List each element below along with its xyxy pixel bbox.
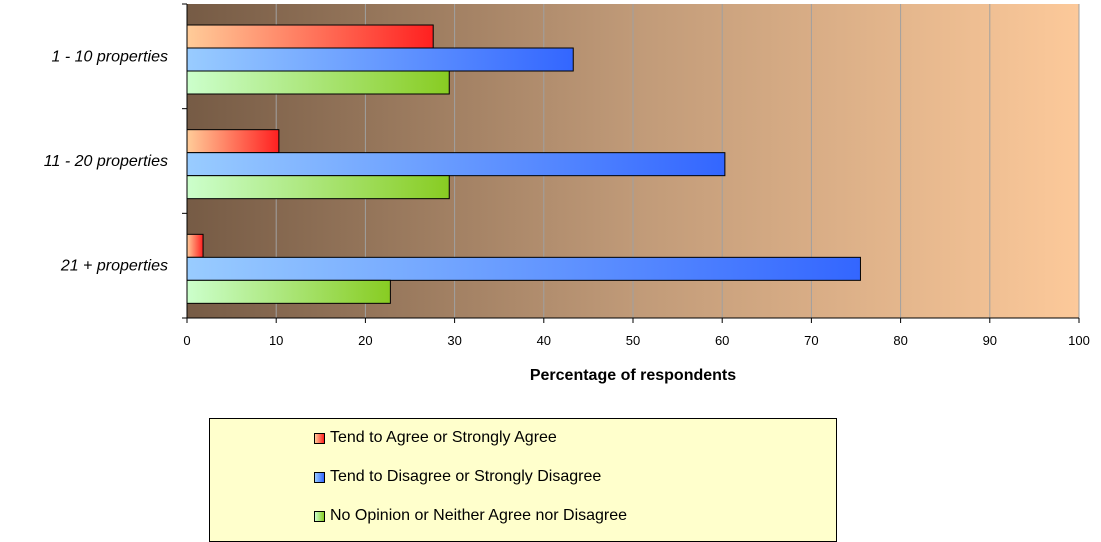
legend-label-disagree: Tend to Disagree or Strongly Disagree bbox=[330, 468, 602, 485]
x-tick-label-100: 100 bbox=[1068, 333, 1090, 348]
bar-agree-2 bbox=[186, 129, 280, 154]
legend-item-no-opinion: No Opinion or Neither Agree nor Disagree bbox=[314, 507, 627, 525]
category-label-3: 21 + properties bbox=[60, 258, 168, 275]
x-tick-label-50: 50 bbox=[626, 333, 640, 348]
bars bbox=[186, 24, 861, 304]
x-axis-title: Percentage of respondents bbox=[530, 367, 736, 384]
bar-no-opinion-3 bbox=[186, 279, 391, 304]
chart: 1 - 10 properties 11 - 20 properties 21 + … bbox=[44, 3, 1090, 384]
legend-item-disagree: Tend to Disagree or Strongly Disagree bbox=[314, 468, 601, 486]
legend-swatch-disagree bbox=[314, 471, 325, 483]
x-tick-label-30: 30 bbox=[447, 333, 461, 348]
bar-agree-1 bbox=[186, 24, 434, 49]
legend-label-no-opinion: No Opinion or Neither Agree nor Disagree bbox=[330, 507, 628, 524]
bar-no-opinion-1 bbox=[186, 70, 450, 95]
bar-no-opinion-2 bbox=[186, 175, 450, 200]
legend-swatch-agree bbox=[314, 432, 325, 444]
x-tick-label-40: 40 bbox=[537, 333, 551, 348]
legend-item-agree: Tend to Agree or Strongly Agree bbox=[314, 429, 557, 447]
tick-labels: 0 10 20 30 40 50 60 70 80 90 100 bbox=[183, 333, 1089, 348]
bar-disagree-3 bbox=[186, 256, 861, 281]
legend-label-agree: Tend to Agree or Strongly Agree bbox=[330, 429, 557, 446]
x-tick-label-90: 90 bbox=[983, 333, 997, 348]
category-label-1: 1 - 10 properties bbox=[51, 48, 168, 65]
x-tick-label-60: 60 bbox=[715, 333, 729, 348]
legend: Tend to Agree or Strongly Agree Tend to … bbox=[209, 418, 837, 542]
axes bbox=[182, 3, 1080, 323]
x-tick-label-0: 0 bbox=[183, 333, 190, 348]
x-tick-label-20: 20 bbox=[358, 333, 372, 348]
category-label-2: 11 - 20 properties bbox=[44, 153, 168, 170]
x-tick-label-70: 70 bbox=[804, 333, 818, 348]
bar-disagree-2 bbox=[186, 152, 726, 177]
legend-swatch-no-opinion bbox=[314, 510, 325, 522]
category-labels: 1 - 10 properties 11 - 20 properties 21 + … bbox=[44, 48, 168, 274]
bar-disagree-1 bbox=[186, 47, 574, 72]
x-tick-label-10: 10 bbox=[269, 333, 283, 348]
bar-agree-3 bbox=[186, 233, 204, 258]
x-tick-label-80: 80 bbox=[893, 333, 907, 348]
